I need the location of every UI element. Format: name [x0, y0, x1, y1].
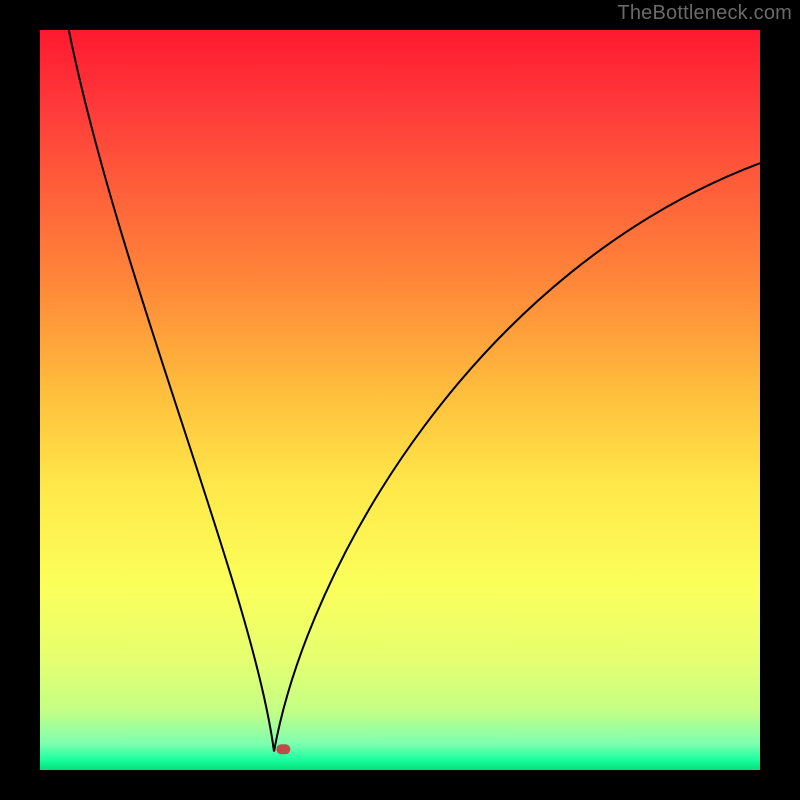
- plot-area: [40, 30, 760, 770]
- chart-stage: TheBottleneck.com: [0, 0, 800, 800]
- bottleneck-chart: [0, 0, 800, 800]
- vertex-marker: [276, 744, 290, 754]
- watermark-label: TheBottleneck.com: [617, 2, 792, 25]
